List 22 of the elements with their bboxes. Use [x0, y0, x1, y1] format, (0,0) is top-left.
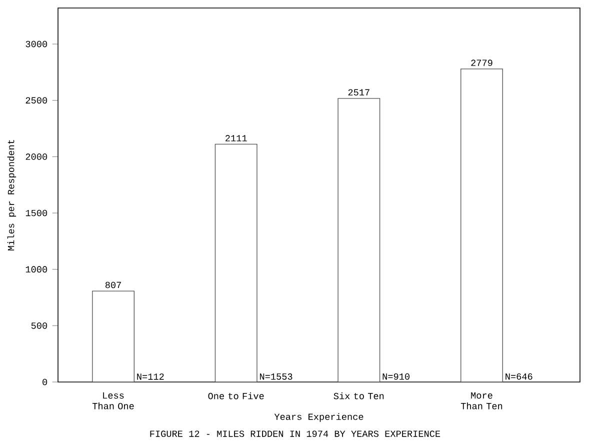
annotation: N=1553 — [260, 373, 292, 380]
y-axis-title: Miles per Respondent — [7, 140, 16, 250]
y-tick-label: 2000 — [26, 154, 48, 160]
annotation: N=112 — [137, 373, 164, 380]
y-tick-label: 2500 — [26, 97, 48, 104]
data-label: 2111 — [226, 135, 247, 142]
y-tick-label: 3000 — [26, 40, 48, 48]
data-label: 2779 — [471, 60, 492, 66]
text: FIGURE 12 - MILES RIDDEN IN 1974 BY YEARS EXPERIENCE — [150, 430, 440, 437]
x-tick-label: Six to Ten — [334, 392, 384, 400]
annotation: N=646 — [506, 373, 532, 380]
y-tick-label: 1500 — [26, 210, 48, 216]
y-tick-label: 1000 — [26, 266, 48, 272]
data-label: 807 — [105, 282, 121, 288]
x-tick-label: Less Than One — [92, 392, 134, 410]
x-tick-label: More Than Ten — [460, 392, 502, 410]
annotation: N=910 — [382, 373, 410, 380]
x-axis-title: Years Experience — [274, 413, 364, 422]
y-tick-label: 0 — [42, 378, 48, 386]
data-label: 2517 — [348, 89, 370, 96]
x-tick-label: One to Five — [208, 392, 264, 400]
y-tick-label: 500 — [31, 322, 48, 329]
